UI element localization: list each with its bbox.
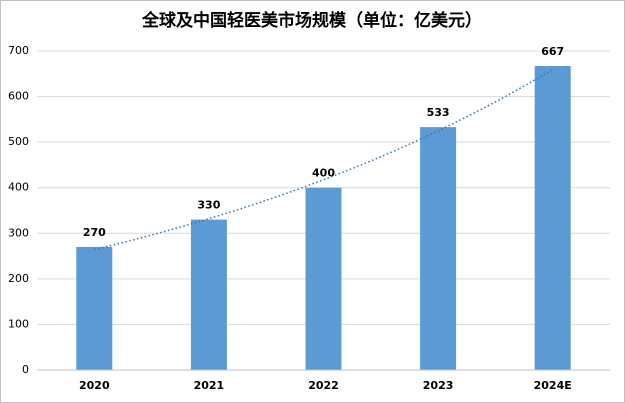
y-tick-label: 700 xyxy=(8,44,29,57)
y-tick-label: 400 xyxy=(8,181,29,194)
value-label: 533 xyxy=(427,106,450,119)
value-label: 400 xyxy=(312,167,335,180)
chart-title: 全球及中国轻医美市场规模（单位：亿美元） xyxy=(141,10,482,31)
bar xyxy=(420,127,457,371)
bar xyxy=(305,187,342,370)
y-tick-label: 0 xyxy=(22,363,29,376)
bar xyxy=(76,246,113,370)
value-label: 330 xyxy=(197,199,220,212)
y-tick-label: 200 xyxy=(8,272,29,285)
bar xyxy=(190,219,227,370)
value-label: 270 xyxy=(83,226,106,239)
y-tick-label: 100 xyxy=(8,317,29,330)
y-tick-label: 600 xyxy=(8,90,29,103)
y-tick-label: 500 xyxy=(8,135,29,148)
x-tick-label: 2024E xyxy=(534,379,572,392)
x-tick-label: 2022 xyxy=(308,379,339,392)
bar xyxy=(534,66,571,370)
x-tick-label: 2020 xyxy=(79,379,110,392)
y-tick-label: 300 xyxy=(8,226,29,239)
x-tick-label: 2023 xyxy=(423,379,454,392)
value-label: 667 xyxy=(541,45,564,58)
x-tick-label: 2021 xyxy=(194,379,225,392)
